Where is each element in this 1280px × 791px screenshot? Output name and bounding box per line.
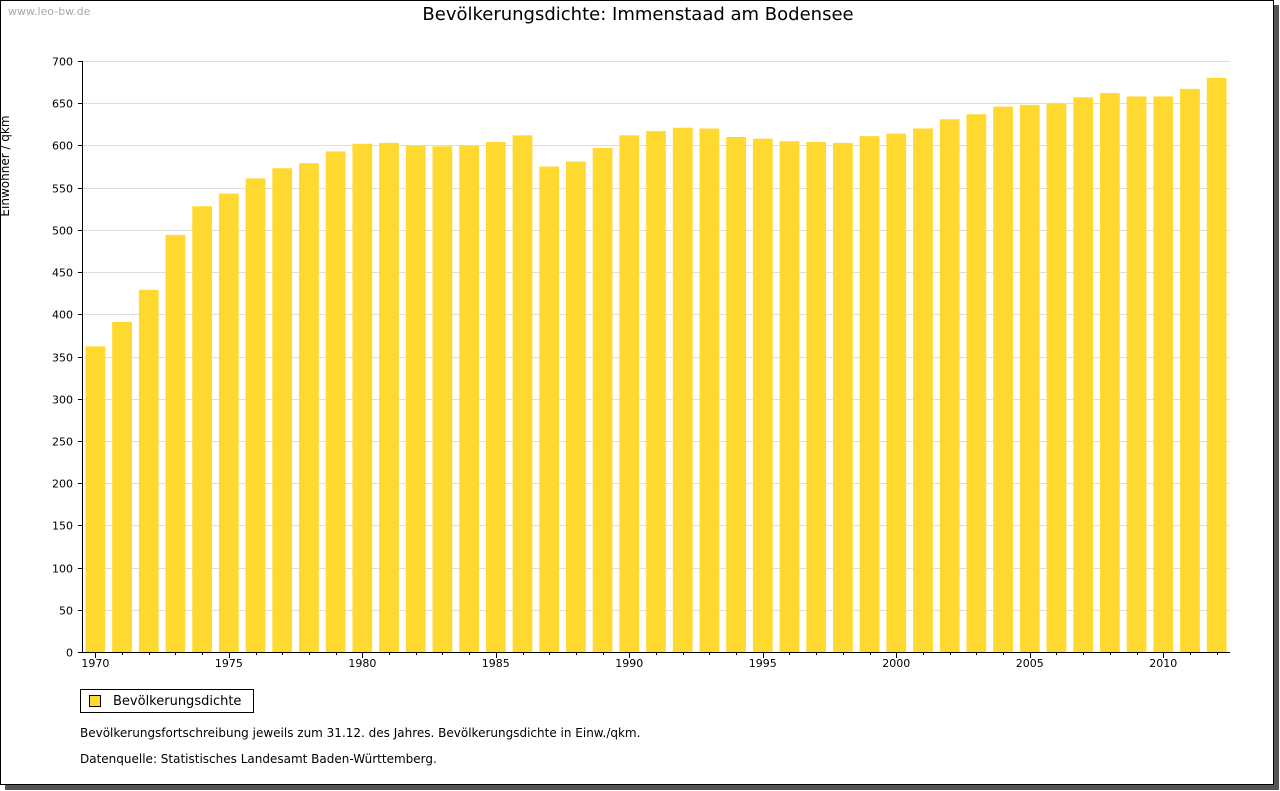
x-tick-label: 1985 bbox=[482, 657, 510, 670]
bar-1988 bbox=[566, 161, 586, 652]
y-tick-label: 400 bbox=[52, 309, 73, 322]
bar-1990 bbox=[619, 135, 640, 653]
bar-2011 bbox=[1180, 88, 1200, 653]
x-tick-label: 2005 bbox=[1016, 657, 1044, 670]
bar-1999 bbox=[859, 136, 880, 652]
bar-1994 bbox=[726, 136, 746, 653]
bar-1974 bbox=[192, 206, 213, 652]
y-tick-label: 250 bbox=[52, 436, 73, 449]
x-tick-label: 2010 bbox=[1149, 657, 1177, 670]
y-tick-label: 0 bbox=[66, 647, 73, 660]
bar-1989 bbox=[592, 147, 613, 652]
y-tick-label: 200 bbox=[52, 478, 73, 491]
x-tick-label: 1970 bbox=[81, 657, 109, 670]
y-tick-label: 550 bbox=[52, 183, 73, 196]
bar-2009 bbox=[1126, 96, 1147, 652]
y-tick-label: 300 bbox=[52, 394, 73, 407]
bar-1970 bbox=[85, 346, 106, 652]
bar-1998 bbox=[833, 142, 853, 652]
bar-2003 bbox=[966, 114, 987, 652]
tick-labels: 0 50 100 150 200 250 300 350 400 450 500 550 600 650 7… bbox=[52, 56, 1177, 671]
bar-2000 bbox=[886, 133, 907, 653]
x-tick-label: 1980 bbox=[348, 657, 376, 670]
data-source-note: Datenquelle: Statistisches Landesamt Bad… bbox=[80, 752, 437, 766]
bar-1992 bbox=[672, 127, 693, 652]
y-tick-label: 650 bbox=[52, 98, 73, 111]
bar-1983 bbox=[432, 146, 453, 652]
bars bbox=[85, 77, 1227, 653]
bar-1987 bbox=[539, 166, 560, 653]
bar-1991 bbox=[646, 131, 666, 652]
y-tick-label: 500 bbox=[52, 225, 73, 238]
bar-1973 bbox=[165, 234, 186, 653]
legend-swatch bbox=[89, 695, 101, 707]
bar-1995 bbox=[752, 138, 773, 653]
footnote: Bevölkerungsfortschreibung jeweils zum 3… bbox=[80, 726, 641, 740]
bar-2001 bbox=[913, 128, 933, 653]
bar-1977 bbox=[272, 168, 293, 652]
bar-1993 bbox=[699, 128, 720, 653]
bar-2005 bbox=[1019, 104, 1040, 652]
bar-1979 bbox=[325, 151, 346, 652]
bar-1975 bbox=[218, 193, 239, 653]
bar-1986 bbox=[512, 135, 533, 653]
bar-2008 bbox=[1099, 93, 1120, 652]
bar-2012 bbox=[1206, 77, 1227, 652]
y-tick-label: 100 bbox=[52, 563, 73, 576]
y-tick-label: 700 bbox=[52, 56, 73, 69]
bar-2004 bbox=[993, 106, 1013, 653]
bar-1978 bbox=[299, 163, 319, 652]
bar-1981 bbox=[379, 142, 399, 652]
bar-1976 bbox=[245, 178, 266, 653]
y-tick-label: 450 bbox=[52, 267, 73, 280]
legend-label: Bevölkerungsdichte bbox=[113, 693, 242, 709]
chart-title: Bevölkerungsdichte: Immenstaad am Bodens… bbox=[422, 4, 854, 25]
y-tick-label: 600 bbox=[52, 140, 73, 153]
bar-2010 bbox=[1153, 96, 1174, 652]
bar-1984 bbox=[459, 145, 479, 652]
bar-1982 bbox=[405, 145, 426, 652]
watermark: www.leo-bw.de bbox=[8, 5, 91, 18]
bar-2002 bbox=[939, 119, 960, 652]
bar-1996 bbox=[779, 141, 800, 652]
bar-2006 bbox=[1046, 103, 1067, 652]
x-tick-label: 2000 bbox=[882, 657, 910, 670]
y-tick-label: 50 bbox=[59, 605, 73, 618]
bar-2007 bbox=[1073, 97, 1094, 653]
y-tick-label: 350 bbox=[52, 352, 73, 365]
x-tick-label: 1990 bbox=[615, 657, 643, 670]
x-tick-label: 1995 bbox=[749, 657, 777, 670]
bar-1985 bbox=[485, 142, 506, 653]
bar-1971 bbox=[112, 321, 132, 652]
x-tick-label: 1975 bbox=[215, 657, 243, 670]
legend: Bevölkerungsdichte bbox=[80, 689, 255, 713]
bar-1997 bbox=[806, 142, 827, 653]
axes bbox=[78, 61, 1230, 658]
bar-1980 bbox=[352, 143, 373, 653]
y-tick-label: 150 bbox=[52, 520, 73, 533]
bar-1972 bbox=[138, 289, 159, 652]
